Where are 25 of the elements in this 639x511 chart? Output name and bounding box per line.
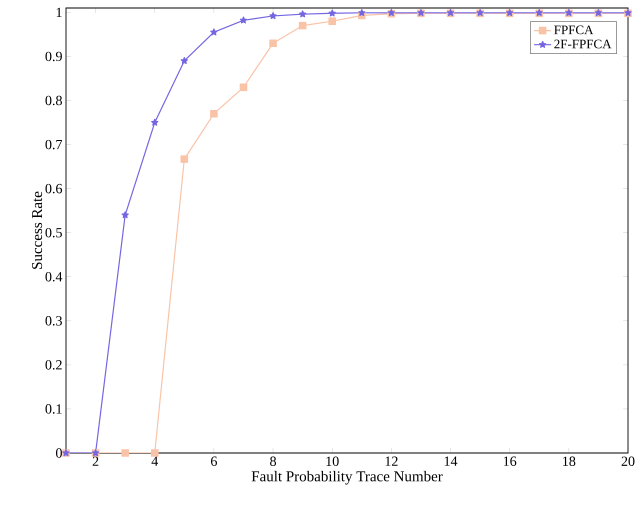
legend-label: FPFCA [554,26,594,34]
x-tick-label: 4 [152,456,158,466]
x-tick-label: 10 [326,456,339,466]
x-tick-label: 8 [270,456,276,466]
y-tick-label: 0.7 [46,140,62,150]
y-tick-label: 0 [56,448,62,458]
y-tick-label: 1 [56,8,62,18]
x-tick-label: 18 [563,456,576,466]
x-tick-label: 20 [622,456,634,466]
y-tick-label: 0.2 [46,360,62,370]
x-tick-label: 2 [92,456,98,466]
y-axis-title: Success Rate [32,192,42,269]
y-tick-label: 0.3 [46,316,62,326]
y-tick-label: 0.4 [46,272,62,282]
y-tick-label: 0.1 [46,404,62,414]
y-tick-label: 0.6 [46,184,62,194]
y-tick-label: 0.5 [46,228,62,238]
y-tick-label: 0.8 [46,96,62,106]
y-tick-label: 0.9 [46,52,62,62]
x-tick-label: 6 [210,456,217,466]
x-tick-label: 14 [444,456,458,466]
x-tick-label: 12 [386,456,398,466]
x-axis-title: Fault Probability Trace Number [252,470,443,484]
legend-label: 2F-FPFCA [554,40,612,48]
x-tick-label: 16 [504,456,516,466]
